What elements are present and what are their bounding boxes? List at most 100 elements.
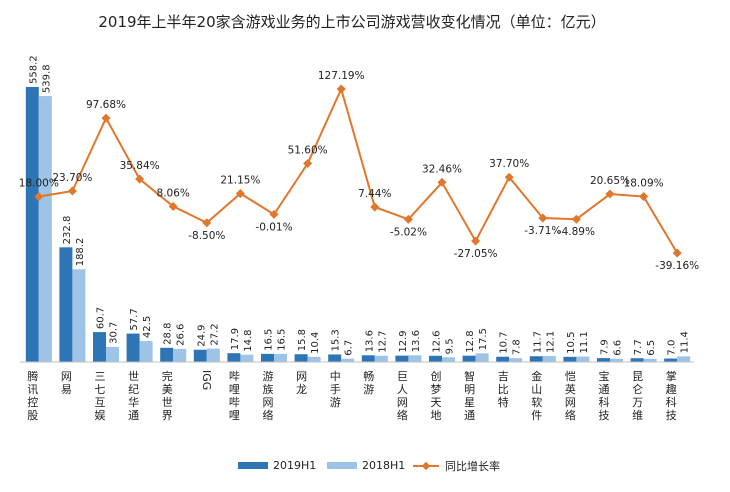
- bar-2018h1: [610, 358, 623, 362]
- category-label-char: 掌: [666, 369, 677, 383]
- growth-rate-marker: [67, 186, 77, 196]
- growth-rate-label: 127.19%: [318, 70, 365, 82]
- bar-value-label-2018h1: 12.1: [545, 331, 556, 353]
- bar-value-label-2018h1: 6.5: [646, 340, 657, 356]
- category-label-char: 维: [632, 409, 643, 422]
- growth-rate-label: 7.44%: [358, 188, 391, 200]
- growth-rate-marker: [403, 214, 413, 224]
- legend-swatch-marker: [421, 461, 431, 471]
- category-label-char: 界: [162, 409, 173, 422]
- legend-swatch: [327, 462, 357, 469]
- category-label-char: 网: [263, 396, 274, 409]
- bar-value-label-2019h1: 60.7: [96, 307, 107, 329]
- growth-rate-label: 35.84%: [120, 160, 160, 172]
- bar-2019h1: [597, 358, 610, 362]
- bar-value-label-2018h1: 6.6: [613, 340, 624, 356]
- category-label-char: 网: [397, 396, 408, 409]
- bar-2018h1: [274, 353, 287, 362]
- bar-2018h1: [542, 356, 556, 362]
- category-label-char: 比: [498, 383, 509, 396]
- category-label-char: 腾: [27, 369, 38, 383]
- bar-value-label-2018h1: 30.7: [109, 322, 120, 344]
- bar-value-label-2019h1: 7.9: [600, 339, 611, 355]
- bar-value-label-2019h1: 28.8: [163, 323, 174, 345]
- category-label-char: 通: [464, 409, 475, 422]
- growth-rate-marker: [336, 84, 346, 94]
- category-label-char: 哔: [229, 370, 240, 383]
- bar-2018h1: [677, 356, 691, 362]
- bar-2018h1: [475, 353, 489, 362]
- category-label-char: 网: [565, 396, 576, 409]
- growth-rate-marker: [235, 189, 245, 199]
- bar-2019h1: [93, 332, 106, 362]
- category-label-char: 梦: [431, 383, 442, 396]
- growth-rate-label: 23.70%: [52, 172, 92, 184]
- bar-value-label-2019h1: 10.5: [566, 332, 577, 354]
- legend-label: 2018H1: [362, 459, 405, 472]
- legend-item: 2019H1: [238, 459, 316, 472]
- bar-2019h1: [160, 347, 174, 362]
- growth-rate-marker: [34, 192, 44, 202]
- category-label: IGG: [200, 370, 213, 390]
- bar-value-label-2019h1: 232.8: [62, 216, 73, 245]
- category-label-char: 世: [128, 370, 139, 383]
- category-label-char: 龙: [296, 383, 307, 396]
- bar-value-label-2019h1: 7.7: [633, 339, 644, 355]
- category-label-char: 技: [599, 409, 610, 422]
- category-label-char: 明: [464, 383, 475, 396]
- growth-rate-label: 21.15%: [220, 175, 260, 187]
- category-label-char: 通: [128, 409, 139, 422]
- bar-2019h1: [328, 354, 342, 362]
- bar-2018h1: [341, 358, 355, 362]
- category-label-char: 特: [498, 395, 509, 409]
- bar-value-label-2018h1: 14.8: [243, 329, 254, 351]
- bar-2019h1: [664, 358, 678, 362]
- category-label-char: 巨: [397, 370, 408, 383]
- bar-value-label-2018h1: 11.4: [680, 331, 691, 353]
- bar-value-label-2018h1: 7.8: [512, 339, 523, 355]
- bar-value-label-2018h1: 17.5: [478, 328, 489, 350]
- category-label-char: 控: [27, 395, 38, 409]
- category-label-char: 星: [464, 396, 475, 409]
- growth-line-layer: 18.00%23.70% 97.68% 35.84% 8.06% -8.50% 21.15…: [19, 70, 699, 272]
- bar-value-label-2019h1: 17.9: [230, 328, 241, 350]
- growth-rate-label: -5.02%: [390, 226, 427, 238]
- category-label: 中手游: [330, 370, 341, 409]
- category-label-char: 人: [397, 383, 408, 396]
- bar-value-label-2019h1: 11.7: [532, 331, 543, 353]
- category-label-char: 络: [397, 408, 408, 422]
- category-label-char: 万: [632, 396, 643, 409]
- category-label-char: 金: [531, 369, 542, 383]
- bar-value-label-2019h1: 12.9: [398, 330, 409, 352]
- category-label-char: 件: [531, 409, 542, 422]
- bar-value-label-2018h1: 539.8: [41, 64, 52, 93]
- bar-2019h1: [496, 356, 510, 362]
- growth-rate-marker: [101, 113, 111, 123]
- growth-rate-label: 18.00%: [19, 178, 59, 190]
- legend-item: 同比增长率: [413, 459, 500, 473]
- growth-rate-label: -27.05%: [454, 248, 498, 260]
- legend-item: 2018H1: [327, 459, 405, 472]
- bars-layer: [25, 87, 691, 362]
- category-label: 网龙: [296, 370, 307, 396]
- bar-value-label-2018h1: 26.6: [176, 324, 187, 346]
- category-label-char: 完: [162, 369, 173, 383]
- growth-rate-line: [38, 86, 679, 254]
- growth-rate-label: -39.16%: [655, 260, 699, 272]
- growth-rate-label: 97.68%: [86, 99, 126, 111]
- legend-swatch: [238, 462, 268, 469]
- category-label-char: 娱: [95, 408, 106, 422]
- growth-rate-label: 32.46%: [422, 163, 462, 175]
- category-label-char: 网: [61, 370, 72, 383]
- chart-title: 2019年上半年20家含游戏业务的上市公司游戏营收变化情况（单位：亿元）: [98, 13, 605, 31]
- category-label-char: 山: [531, 383, 542, 396]
- bar-2019h1: [630, 358, 644, 362]
- growth-rate-marker: [370, 202, 380, 212]
- bar-2018h1: [38, 96, 52, 362]
- bar-2018h1: [307, 356, 321, 362]
